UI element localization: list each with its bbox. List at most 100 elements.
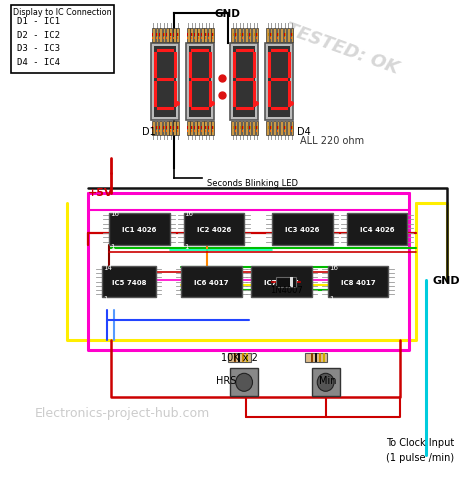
Bar bbox=[242, 122, 245, 136]
Text: Electronics-project-hub.com: Electronics-project-hub.com bbox=[35, 406, 210, 419]
Bar bbox=[235, 122, 237, 136]
Bar bbox=[292, 34, 293, 37]
Bar bbox=[177, 127, 178, 130]
Bar bbox=[285, 127, 286, 130]
Bar bbox=[291, 29, 293, 43]
Bar bbox=[208, 122, 211, 136]
Bar bbox=[235, 34, 236, 37]
Bar bbox=[277, 29, 279, 43]
Bar bbox=[166, 131, 167, 133]
Bar bbox=[181, 267, 242, 298]
Bar bbox=[273, 29, 276, 43]
Bar bbox=[254, 127, 255, 130]
Bar bbox=[256, 127, 257, 130]
Bar bbox=[315, 353, 317, 362]
Bar bbox=[201, 131, 202, 133]
Bar bbox=[266, 122, 269, 136]
Bar bbox=[164, 34, 165, 37]
Bar bbox=[292, 127, 293, 130]
Bar bbox=[255, 122, 258, 136]
Bar bbox=[240, 127, 241, 130]
Text: 1: 1 bbox=[184, 243, 189, 249]
Bar bbox=[155, 122, 158, 136]
Bar bbox=[291, 127, 292, 130]
Bar bbox=[174, 127, 175, 130]
Bar bbox=[284, 131, 285, 133]
Bar bbox=[205, 127, 206, 130]
Text: IC3 4026: IC3 4026 bbox=[285, 226, 319, 232]
Bar bbox=[249, 127, 250, 130]
Bar bbox=[283, 122, 286, 136]
Bar bbox=[282, 127, 283, 130]
Text: IC4 4026: IC4 4026 bbox=[360, 226, 394, 232]
Bar bbox=[154, 127, 155, 130]
Text: D4 - IC4: D4 - IC4 bbox=[17, 58, 60, 67]
Bar bbox=[170, 38, 171, 40]
Bar bbox=[249, 34, 250, 37]
Bar bbox=[272, 213, 333, 245]
Text: IC1 4026: IC1 4026 bbox=[122, 226, 156, 232]
Bar bbox=[311, 353, 312, 362]
Bar bbox=[284, 34, 285, 37]
Bar bbox=[257, 127, 258, 130]
Bar bbox=[290, 278, 292, 288]
Bar bbox=[170, 34, 171, 37]
Bar bbox=[252, 29, 255, 43]
Bar bbox=[266, 29, 269, 43]
Bar bbox=[346, 213, 407, 245]
Bar bbox=[213, 127, 214, 130]
Bar bbox=[245, 29, 248, 43]
Bar bbox=[163, 122, 165, 136]
Text: D1 - IC1: D1 - IC1 bbox=[17, 18, 60, 27]
Bar bbox=[230, 44, 258, 121]
Text: ALL 220 ohm: ALL 220 ohm bbox=[300, 136, 364, 146]
Bar bbox=[271, 34, 272, 37]
Bar bbox=[287, 29, 290, 43]
Bar bbox=[194, 34, 195, 37]
Bar bbox=[163, 34, 164, 37]
Bar bbox=[252, 122, 255, 136]
Bar bbox=[328, 267, 389, 298]
Text: +5V: +5V bbox=[88, 187, 114, 197]
Text: D1: D1 bbox=[142, 127, 155, 137]
Text: 16: 16 bbox=[110, 210, 119, 216]
Bar bbox=[155, 29, 158, 43]
Bar bbox=[191, 29, 193, 43]
Bar bbox=[249, 29, 252, 43]
Bar bbox=[235, 38, 236, 40]
Bar bbox=[204, 122, 207, 136]
Bar bbox=[273, 131, 274, 133]
Bar bbox=[273, 127, 274, 130]
Bar bbox=[198, 38, 199, 40]
Bar bbox=[201, 127, 202, 130]
Bar bbox=[238, 122, 241, 136]
Bar bbox=[270, 34, 271, 37]
Bar bbox=[213, 34, 214, 37]
Bar bbox=[251, 267, 311, 298]
Bar bbox=[266, 34, 267, 37]
Text: IC2 4026: IC2 4026 bbox=[197, 226, 231, 232]
Bar bbox=[231, 29, 234, 43]
Bar bbox=[170, 127, 171, 130]
Text: IC5 7408: IC5 7408 bbox=[111, 280, 146, 286]
Text: D2 - IC2: D2 - IC2 bbox=[17, 31, 60, 40]
Bar bbox=[164, 127, 165, 130]
Text: To Clock Input: To Clock Input bbox=[386, 437, 455, 447]
Bar bbox=[187, 127, 188, 130]
Bar bbox=[202, 127, 203, 130]
Text: Seconds Blinking LED: Seconds Blinking LED bbox=[207, 179, 298, 188]
Bar bbox=[238, 353, 240, 362]
Bar bbox=[257, 34, 258, 37]
Text: 10K x 2: 10K x 2 bbox=[221, 353, 258, 363]
Bar bbox=[186, 44, 214, 121]
Bar bbox=[250, 127, 251, 130]
Bar bbox=[170, 131, 171, 133]
Bar bbox=[270, 131, 271, 133]
Bar bbox=[242, 353, 244, 362]
Bar bbox=[273, 38, 274, 40]
Text: 16: 16 bbox=[329, 265, 338, 271]
Bar bbox=[311, 369, 339, 396]
Bar bbox=[163, 29, 165, 43]
Bar bbox=[173, 127, 174, 130]
Circle shape bbox=[317, 374, 334, 391]
